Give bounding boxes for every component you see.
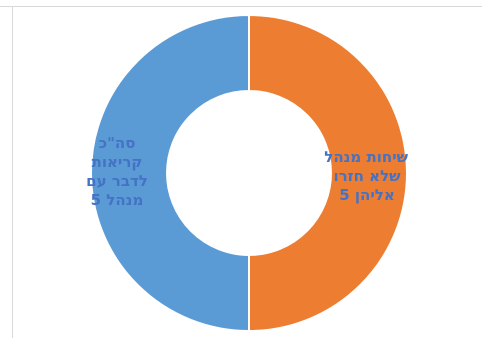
slice-label-line: לדבר עם	[86, 172, 148, 190]
doughnut-slice	[90, 13, 250, 333]
slice-label-line: מנהל 5	[90, 191, 144, 209]
slice-label-line: סה"כ	[98, 134, 136, 152]
slice-label-line: קריאות	[91, 153, 143, 171]
slice-label-blue: סה"כ קריאות לדבר עם מנהל 5	[78, 134, 156, 210]
slice-label-line: אליהן 5	[339, 186, 395, 204]
doughnut-slice	[248, 13, 408, 333]
slice-label-line: שלא חזרו	[333, 167, 401, 185]
slice-label-line: שיחות מנהל	[324, 148, 408, 166]
doughnut-slices	[90, 13, 408, 333]
chart-border-top	[0, 6, 482, 7]
slice-label-orange: שיחות מנהל שלא חזרו אליהן 5	[324, 148, 408, 205]
chart-border-left	[12, 6, 13, 338]
